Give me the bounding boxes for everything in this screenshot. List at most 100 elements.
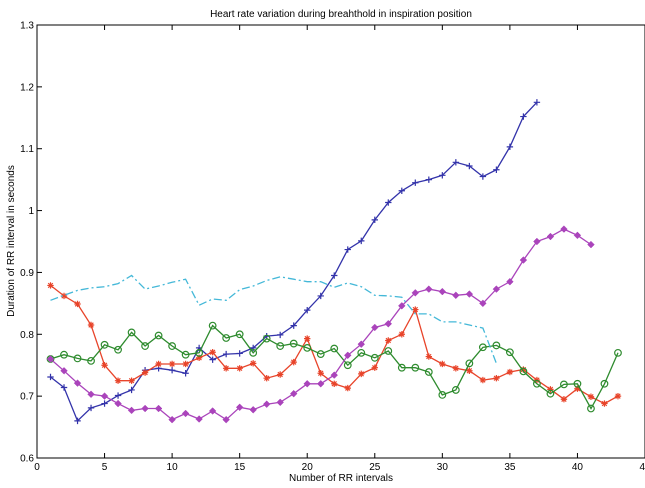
data-point [371,323,379,332]
data-point [358,237,365,245]
data-point [316,380,325,388]
data-point [438,391,447,399]
data-point [425,353,433,360]
data-point [155,360,162,368]
data-point [249,360,257,367]
data-point [316,350,325,358]
data-point [276,398,284,407]
data-point [425,285,433,293]
data-point [141,404,149,413]
data-point [371,364,378,371]
data-point [452,159,460,166]
data-point [492,341,501,350]
data-point [478,343,487,352]
data-point [222,365,230,372]
data-point [520,366,527,373]
data-point [195,415,203,423]
data-point [128,386,135,394]
data-point [277,331,284,339]
data-point [195,354,203,361]
data-point [87,356,95,365]
data-point [249,348,258,357]
data-point [357,348,366,357]
data-point [304,335,311,342]
y-tick-label: 1 [28,206,34,217]
data-point [263,375,270,382]
x-tick-label: 30 [437,462,449,473]
data-point [384,347,393,355]
data-point [600,379,609,388]
data-point [587,393,595,400]
data-point [114,392,122,399]
data-point [574,385,581,392]
data-point [289,389,298,398]
data-point [412,306,419,313]
data-point [479,299,487,308]
y-tick-label: 0.8 [20,330,34,341]
data-point [181,350,190,359]
data-point [344,351,352,360]
data-point [371,216,378,224]
data-point [560,225,568,233]
data-point [520,113,527,120]
data-point [533,99,541,106]
data-point [154,404,163,413]
x-tick-label: 15 [234,462,246,473]
data-point [60,292,68,300]
x-tick-label: 20 [302,462,314,473]
data-point [330,371,338,379]
data-point [60,350,68,359]
data-point [344,384,351,392]
data-point [127,406,136,415]
data-point [277,371,284,378]
data-point [73,354,82,363]
data-point [533,237,541,246]
data-point [303,343,312,352]
data-point [87,321,95,329]
data-point [182,360,189,368]
data-point [573,231,582,240]
data-point [506,143,514,151]
data-point [370,353,379,362]
data-point [222,350,230,358]
data-point [222,415,230,424]
data-point [451,386,460,394]
data-point [289,339,298,348]
data-point [343,361,352,370]
data-point [519,256,528,264]
series-3 [46,321,622,413]
data-point [317,370,324,377]
data-point [465,359,474,368]
data-point [398,331,405,338]
series-line [50,274,498,364]
data-point [276,342,285,350]
data-point [195,348,204,357]
y-tick-label: 0.6 [20,454,34,465]
data-point [357,340,366,348]
data-point [344,246,351,253]
data-point [182,370,189,377]
data-point [614,348,622,357]
data-point [168,415,176,424]
data-point [317,292,324,300]
data-point [385,199,392,206]
data-point [411,289,420,297]
data-point [439,172,446,179]
data-point [546,389,555,398]
data-point [249,405,257,414]
data-point [303,380,311,388]
y-axis-label: Duration of RR interval in seconds [6,165,17,317]
x-tick-label: 40 [572,462,584,473]
data-point [127,328,136,337]
x-tick-label: 10 [167,462,179,473]
data-point [87,404,95,412]
data-point [546,232,555,241]
chart-title: Heart rate variation during breahthold i… [210,9,472,20]
data-point [168,366,176,374]
x-axis-label: Number of RR intervals [289,473,393,483]
x-tick-label: 25 [369,462,381,473]
series-layer [46,99,622,425]
data-point [181,409,190,418]
